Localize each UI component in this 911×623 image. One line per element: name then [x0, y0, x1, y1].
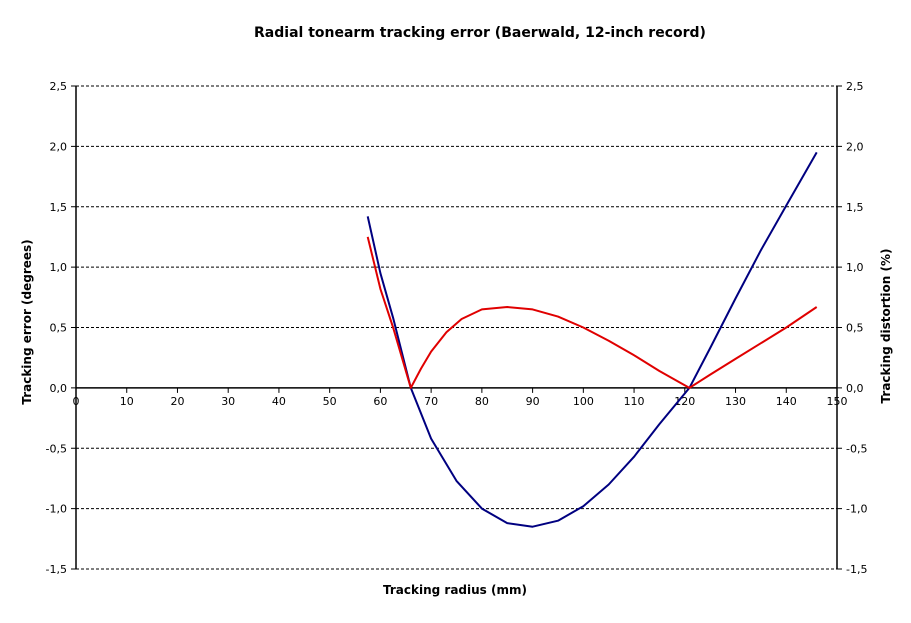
chart-title: Radial tonearm tracking error (Baerwald,… [254, 25, 706, 41]
x-tick-label: 90 [526, 395, 540, 408]
y-tick-label: 0,5 [50, 322, 68, 335]
y2-tick-label: -1,0 [846, 503, 867, 516]
y2-tick-label: 1,0 [846, 261, 864, 274]
series-line-0 [366, 151, 818, 528]
x-tick-label: 40 [272, 395, 286, 408]
axes [71, 85, 842, 570]
series-line-1 [366, 236, 818, 389]
x-tick-label: 130 [725, 395, 746, 408]
y-tick-label: -1,0 [46, 503, 67, 516]
y2-tick-label: -0,5 [846, 442, 867, 455]
y-tick-label: -1,5 [46, 563, 67, 576]
x-tick-label: 150 [827, 395, 848, 408]
x-tick-label: 70 [424, 395, 438, 408]
y-tick-label: -0,5 [46, 442, 67, 455]
y-tick-label: 2,5 [50, 80, 68, 93]
y2-tick-label: 2,0 [846, 140, 864, 153]
x-axis-title: Tracking radius (mm) [383, 583, 527, 597]
y-axis-title: Tracking error (degrees) [20, 239, 34, 404]
x-tick-label: 120 [674, 395, 695, 408]
y-tick-label: 2,0 [50, 140, 68, 153]
x-tick-label: 10 [120, 395, 134, 408]
x-tick-label: 50 [323, 395, 337, 408]
x-tick-label: 100 [573, 395, 594, 408]
y-tick-label: 1,5 [50, 201, 68, 214]
x-tick-label: 60 [373, 395, 387, 408]
x-tick-label: 0 [73, 395, 80, 408]
y2-tick-label: 0,5 [846, 322, 864, 335]
y2-tick-label: 1,5 [846, 201, 864, 214]
series-lines [366, 151, 818, 528]
y2-tick-label: 2,5 [846, 80, 864, 93]
y-tick-label: 0,0 [50, 382, 68, 395]
x-tick-label: 20 [170, 395, 184, 408]
y2-tick-label: 0,0 [846, 382, 864, 395]
tick-labels: 2,5 2,0 1,5 1,0 0,5 0,0 -0,5 -1,0 -1,5 2,5 2,0 1,5 1… [46, 80, 868, 576]
x-tick-label: 80 [475, 395, 489, 408]
x-tick-label: 140 [776, 395, 797, 408]
x-tick-label: 30 [221, 395, 235, 408]
y2-axis-title: Tracking distortion (%) [879, 249, 893, 404]
x-tick-label: 110 [624, 395, 645, 408]
y-tick-label: 1,0 [50, 261, 68, 274]
y2-tick-label: -1,5 [846, 563, 867, 576]
gridlines [76, 85, 837, 570]
